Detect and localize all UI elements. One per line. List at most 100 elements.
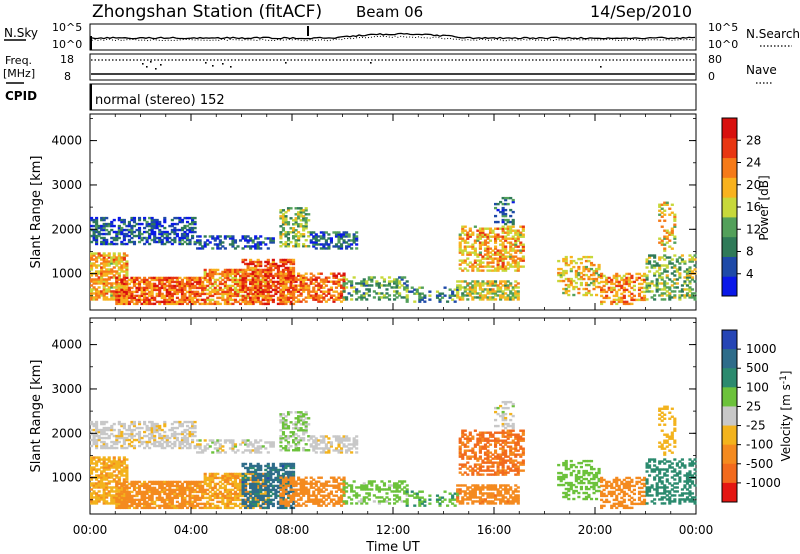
power-cell xyxy=(122,254,126,257)
power-cell xyxy=(135,222,139,226)
power-cell xyxy=(193,290,197,294)
velocity-cell xyxy=(168,488,172,492)
power-cell xyxy=(514,249,518,252)
power-cell xyxy=(158,232,162,236)
power-cell xyxy=(213,270,217,274)
power-cell xyxy=(281,233,286,236)
velocity-cell xyxy=(178,442,182,446)
velocity-cell xyxy=(226,494,230,498)
power-cell xyxy=(145,296,149,300)
power-cell xyxy=(314,296,318,299)
power-cell xyxy=(170,288,174,292)
power-cell xyxy=(511,225,515,228)
power-cell xyxy=(400,284,404,287)
power-cell xyxy=(92,220,96,224)
power-cell xyxy=(236,270,240,274)
velocity-cell xyxy=(183,430,187,434)
power-cell xyxy=(292,274,296,277)
velocity-cell xyxy=(238,484,243,488)
power-cell xyxy=(350,286,354,289)
power-cell xyxy=(175,222,179,226)
power-cell xyxy=(688,270,692,273)
velocity-cell xyxy=(297,415,301,418)
velocity-cell xyxy=(201,486,205,490)
power-cell xyxy=(466,294,470,297)
power-cell xyxy=(488,280,493,283)
power-cell xyxy=(218,276,222,280)
velocity-cell xyxy=(105,442,109,446)
power-cell xyxy=(168,296,172,300)
velocity-cell xyxy=(90,422,94,426)
velocity-cell xyxy=(292,435,296,438)
power-cell xyxy=(355,282,359,285)
power-cell xyxy=(476,267,480,270)
velocity-cell xyxy=(148,490,152,494)
power-cell xyxy=(264,243,268,246)
power-cell xyxy=(276,264,280,268)
power-cell xyxy=(266,270,270,274)
power-cell xyxy=(120,282,124,285)
power-cell xyxy=(165,290,169,294)
power-cell xyxy=(595,271,599,275)
power-cell xyxy=(504,214,508,218)
power-cell xyxy=(110,294,114,297)
power-cell xyxy=(211,247,215,250)
power-cell xyxy=(292,288,296,291)
power-cell xyxy=(559,273,563,277)
velocity-cell xyxy=(208,494,212,498)
power-cell xyxy=(178,290,182,294)
power-cell xyxy=(501,267,505,270)
velocity-cell xyxy=(322,437,326,440)
power-cell xyxy=(254,272,258,276)
velocity-cell xyxy=(110,428,114,432)
power-cell xyxy=(216,302,220,306)
power-cell xyxy=(120,268,124,271)
power-cell xyxy=(188,228,192,232)
velocity-cell xyxy=(294,427,298,430)
power-cell xyxy=(168,240,172,244)
power-cell xyxy=(163,278,167,282)
power-cell xyxy=(191,282,195,286)
power-cell xyxy=(168,302,172,306)
power-cell xyxy=(238,286,243,290)
power-cell xyxy=(281,270,286,274)
power-cell xyxy=(499,243,503,246)
power-cell xyxy=(559,271,563,275)
power-cell xyxy=(557,267,561,271)
velocity-cell xyxy=(238,498,243,502)
power-cell xyxy=(206,243,210,246)
power-cell xyxy=(165,292,169,296)
velocity-cell xyxy=(345,445,349,448)
velocity-cell xyxy=(302,447,306,450)
power-cell xyxy=(259,282,263,286)
velocity-cell xyxy=(304,423,308,426)
power-cell xyxy=(271,237,275,240)
velocity-cell xyxy=(211,502,215,506)
power-cell xyxy=(246,300,250,304)
power-cell xyxy=(501,245,505,248)
power-cell xyxy=(486,255,490,258)
power-cell xyxy=(466,237,470,240)
power-cell xyxy=(620,284,624,288)
power-cell xyxy=(216,272,220,276)
power-cell xyxy=(279,237,283,240)
power-cell xyxy=(276,276,280,280)
power-cell xyxy=(92,230,96,234)
power-cell xyxy=(506,218,510,222)
velocity-cell xyxy=(115,462,119,465)
power-cell xyxy=(249,290,253,294)
velocity-cell xyxy=(175,484,179,488)
power-cell xyxy=(284,278,288,282)
power-cell xyxy=(342,290,346,293)
power-cell xyxy=(660,239,664,242)
power-cell xyxy=(153,234,157,238)
power-cell xyxy=(286,243,291,246)
power-cell xyxy=(615,292,619,296)
velocity-cell xyxy=(339,449,344,452)
power-cell xyxy=(180,234,185,238)
velocity-cell xyxy=(107,466,111,469)
power-cell xyxy=(236,292,240,296)
power-cell xyxy=(481,282,485,285)
power-cell xyxy=(481,227,485,230)
power-cell xyxy=(648,260,652,263)
